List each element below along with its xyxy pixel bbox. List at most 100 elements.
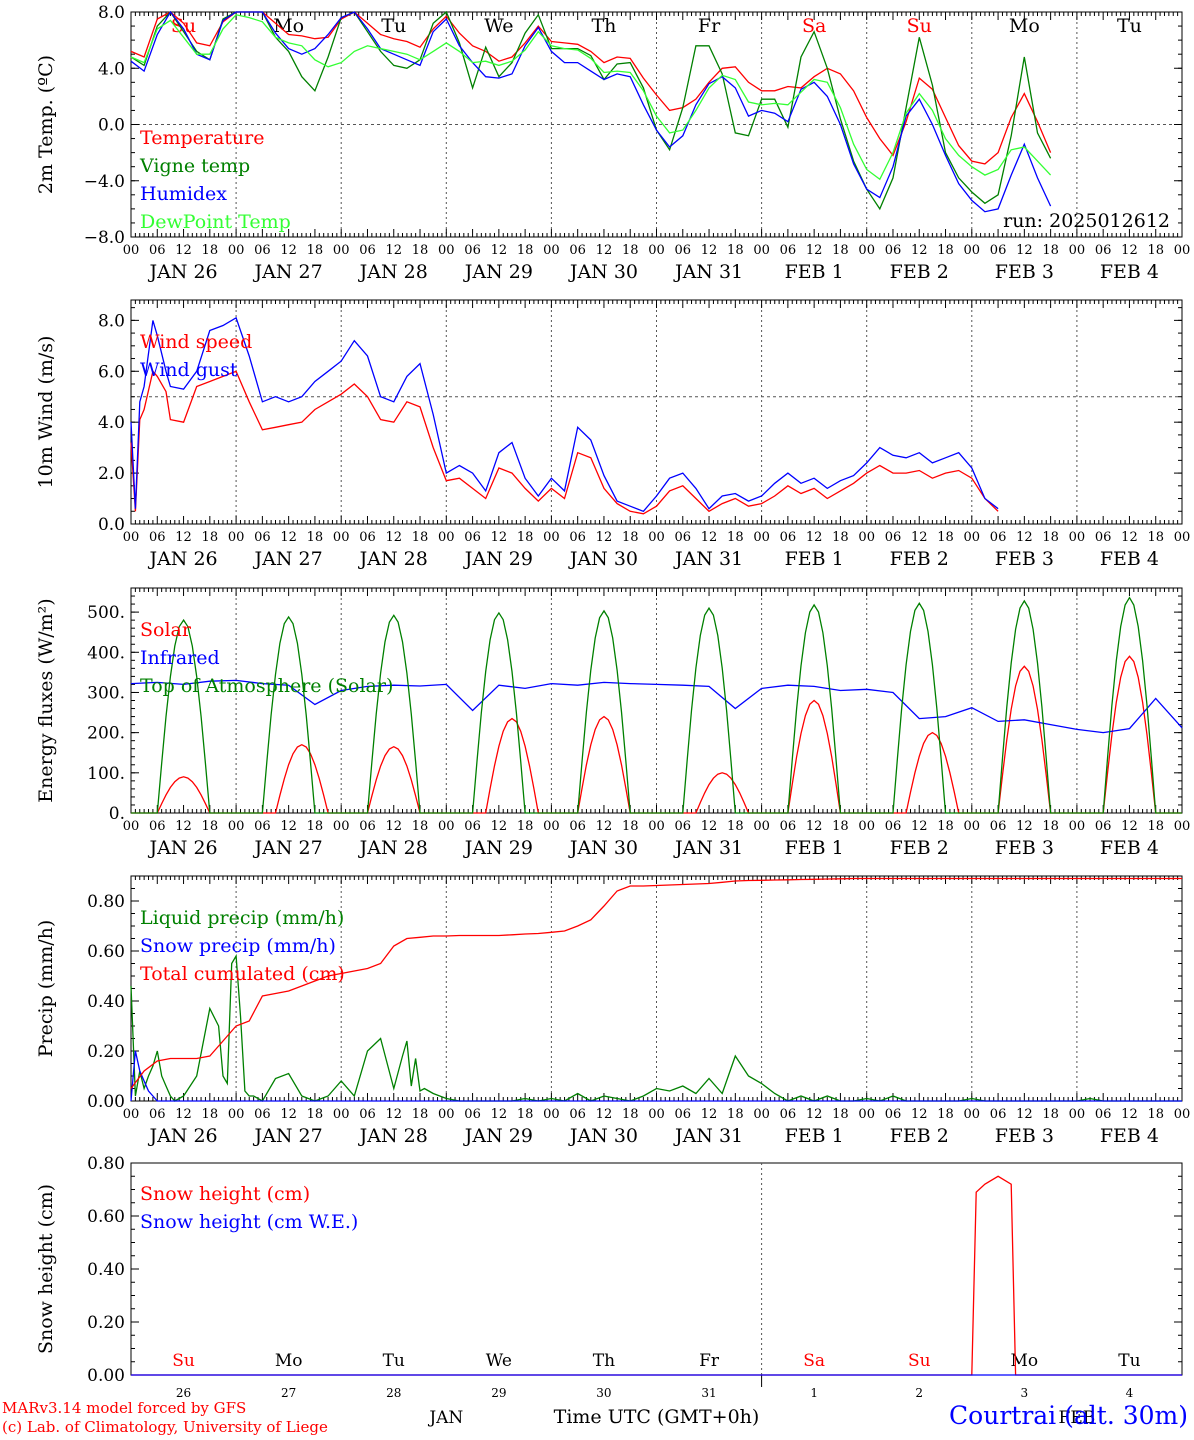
x-tick-label: 18 [517, 530, 534, 545]
x-tick-label: 00 [438, 1107, 455, 1122]
y-tick-label: −8.0 [84, 228, 125, 248]
date-label: JAN 28 [358, 548, 428, 570]
x-tick-label: 18 [727, 243, 744, 258]
date-label: JAN 30 [568, 837, 638, 859]
weekday-label: Mo [275, 1351, 303, 1371]
legend-entry: Solar [140, 619, 192, 641]
weekday-label: Th [593, 1351, 615, 1371]
series-line-top-of-atmosphere-solar- [131, 596, 1182, 814]
x-tick-label: 12 [596, 819, 613, 834]
x-tick-label: 18 [832, 1107, 849, 1122]
x-tick-label: 00 [123, 530, 140, 545]
legend-entry: Vigne temp [139, 155, 250, 177]
x-tick-label: 18 [622, 530, 639, 545]
weekday-label: Sa [802, 15, 826, 37]
x-tick-label: 06 [780, 819, 797, 834]
panel-precip: 00 06 12 18 00 06 12 18 00 06 12 18 00 06 12 18 00 06 12 18… [35, 875, 1190, 1147]
weekday-label: Sa [803, 1351, 825, 1371]
x-tick-label: 18 [832, 530, 849, 545]
x-tick-label: 12 [1121, 243, 1138, 258]
x-tick-label: 00 [543, 1107, 560, 1122]
x-tick-label: 12 [385, 530, 402, 545]
x-tick-label: 06 [149, 819, 166, 834]
y-tick-label: 4.0 [98, 413, 125, 433]
x-tick-label: 18 [1042, 243, 1059, 258]
weekday-label: Su [172, 1351, 195, 1371]
date-label: FEB 3 [995, 548, 1054, 570]
panel-wind: 00 06 12 18 00 06 12 18 00 06 12 18 00 06 12 18 00 06 12 18… [35, 299, 1190, 570]
x-tick-label: 12 [1121, 819, 1138, 834]
x-tick-label: 00 [228, 243, 245, 258]
series-line-wind-speed [130, 369, 999, 515]
station-title: Courtrai (alt. 30m) [949, 1401, 1188, 1430]
date-label: JAN 29 [463, 1125, 533, 1147]
series-line-infrared [130, 679, 1183, 734]
x-tick-label: 12 [596, 243, 613, 258]
x-tick-label: 12 [1121, 530, 1138, 545]
x-tick-label: 00 [438, 530, 455, 545]
y-axis-title: 2m Temp. (ºC) [35, 55, 57, 194]
x-tick-label: 00 [648, 1107, 665, 1122]
x-tick-label: 00 [543, 530, 560, 545]
series-line-snow-precip-mm-h- [130, 1050, 1182, 1102]
day-number-label: 29 [491, 1386, 506, 1400]
x-tick-label: 12 [1016, 819, 1033, 834]
date-label: FEB 3 [995, 837, 1054, 859]
x-tick-label: 06 [990, 1107, 1007, 1122]
date-label: FEB 1 [785, 837, 844, 859]
x-tick-label: 18 [937, 819, 954, 834]
x-tick-label: 06 [464, 1107, 481, 1122]
date-label: JAN 29 [463, 548, 533, 570]
y-tick-label: 2.0 [98, 464, 125, 484]
y-tick-label: 0.0 [98, 116, 125, 136]
x-tick-label: 06 [1095, 1107, 1112, 1122]
x-tick-label: 00 [123, 243, 140, 258]
x-tick-label: 12 [596, 530, 613, 545]
date-label: JAN 26 [147, 837, 217, 859]
y-tick-label: 0. [109, 804, 125, 824]
x-tick-label: 06 [780, 1107, 797, 1122]
x-tick-label: 18 [937, 1107, 954, 1122]
x-tick-label: 06 [569, 819, 586, 834]
series-line-dewpoint-temp [130, 14, 1052, 181]
y-tick-label: 0.60 [87, 942, 125, 962]
y-tick-label: −4.0 [84, 172, 125, 192]
x-tick-label: 00 [753, 243, 770, 258]
weekday-label: Mo [1011, 1351, 1039, 1371]
x-tick-label: 12 [175, 243, 192, 258]
x-tick-label: 18 [1042, 530, 1059, 545]
y-tick-label: 0.20 [87, 1042, 125, 1062]
weekday-label: Fr [698, 15, 721, 37]
x-tick-label: 12 [701, 530, 718, 545]
x-tick-label: 18 [1042, 1107, 1059, 1122]
x-tick-label: 06 [990, 530, 1007, 545]
x-tick-label: 18 [1147, 530, 1164, 545]
y-tick-label: 4.0 [98, 59, 125, 79]
y-tick-label: 0.80 [87, 1154, 125, 1174]
x-tick-label: 06 [990, 819, 1007, 834]
x-tick-label: 18 [202, 530, 219, 545]
panel-snow: Su 26 Mo 27 Tu 28 We 29 Th 30 Fr 31 Sa 1 Su 2 Mo 3 Tu 4 JAN F… [35, 1154, 1183, 1428]
x-tick-label: 00 [543, 819, 560, 834]
x-tick-label: 06 [464, 819, 481, 834]
legend-entry: Temperature [140, 127, 264, 149]
x-tick-label: 00 [1069, 1107, 1086, 1122]
y-tick-label: 200. [87, 724, 125, 744]
x-tick-label: 12 [385, 819, 402, 834]
legend-entry: Snow height (cm W.E.) [140, 1211, 358, 1233]
x-tick-label: 00 [123, 819, 140, 834]
y-axis-title: Energy fluxes (W/m²) [35, 598, 57, 802]
x-tick-label: 18 [202, 1107, 219, 1122]
x-tick-label: 18 [307, 819, 324, 834]
date-label: FEB 1 [785, 548, 844, 570]
x-tick-label: 06 [254, 530, 271, 545]
x-tick-label: 06 [359, 243, 376, 258]
x-tick-label: 06 [359, 530, 376, 545]
weekday-label: Su [908, 1351, 931, 1371]
weekday-label: We [484, 15, 513, 37]
x-tick-label: 06 [464, 243, 481, 258]
month-label: FEB [1059, 1408, 1096, 1428]
x-tick-label: 12 [280, 819, 297, 834]
x-tick-label: 12 [491, 1107, 508, 1122]
date-label: JAN 29 [463, 261, 533, 283]
